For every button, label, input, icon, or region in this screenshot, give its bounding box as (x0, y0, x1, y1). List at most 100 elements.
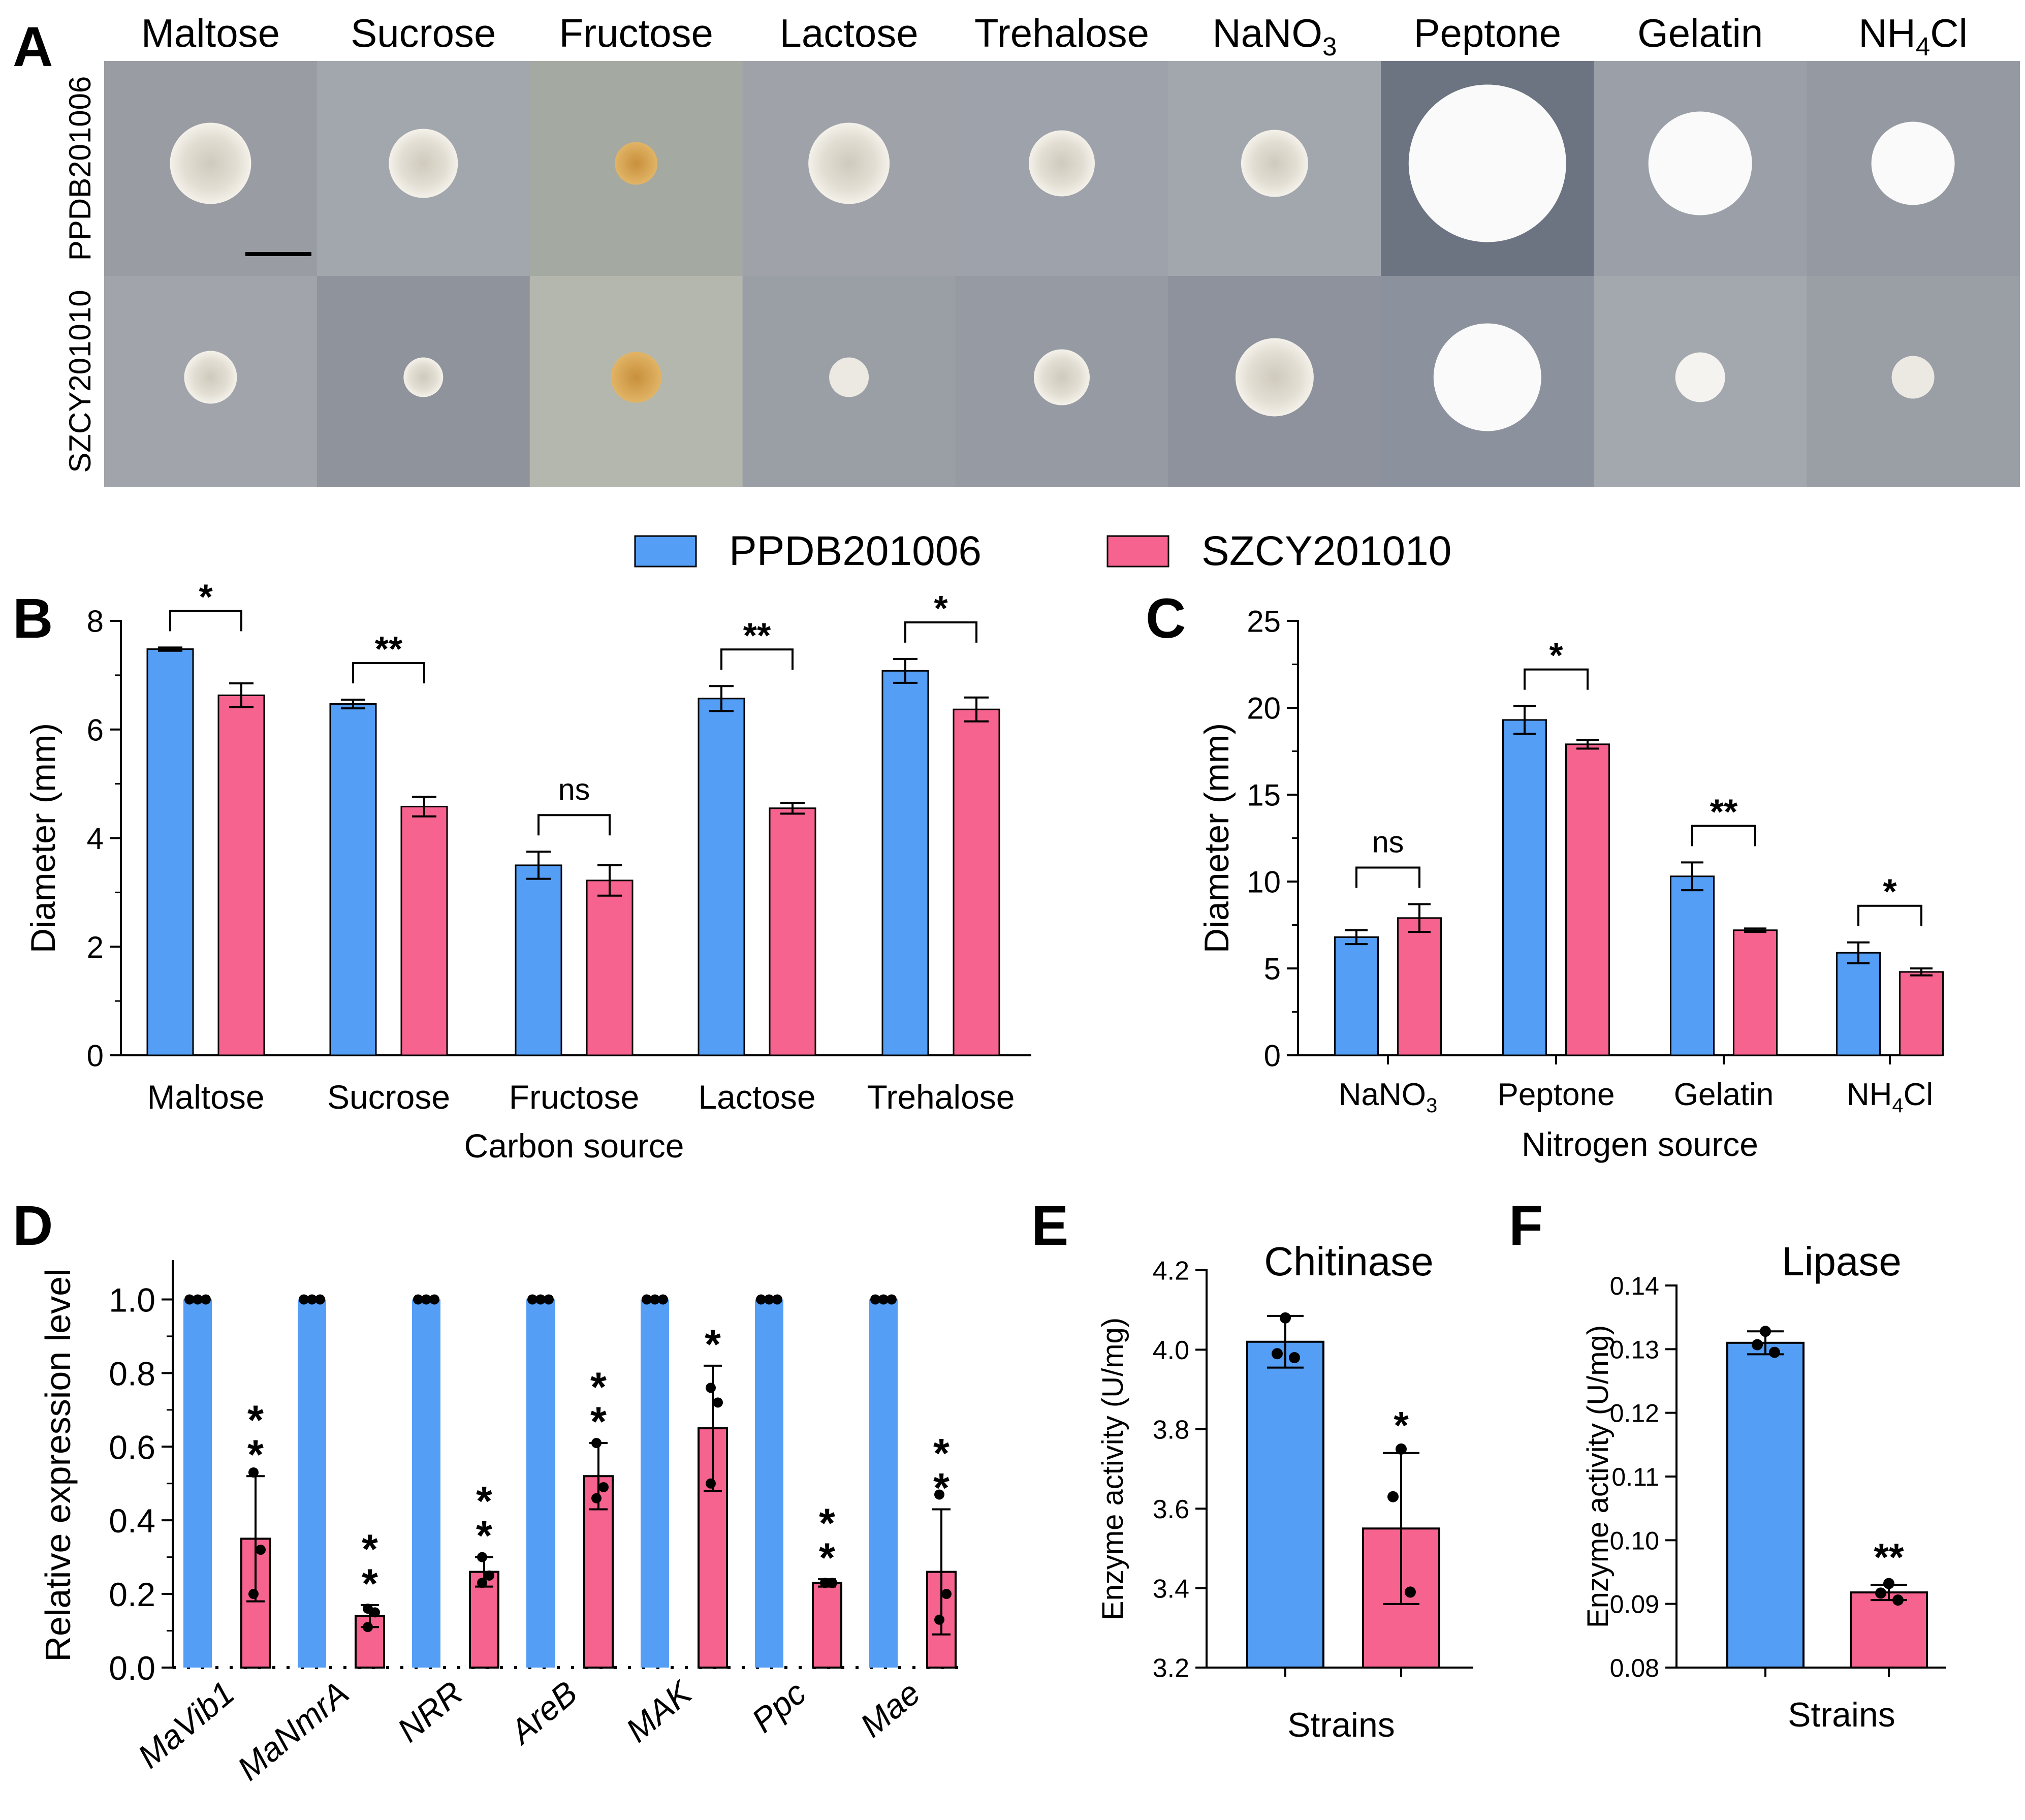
y-tick-label: 4.0 (1153, 1336, 1189, 1365)
bar (146, 648, 194, 1056)
significance-star: * (476, 1479, 492, 1525)
bar (1397, 917, 1442, 1056)
plate-column-label: Peptone (1413, 11, 1561, 55)
data-point (591, 1493, 602, 1503)
bar (641, 1299, 669, 1668)
data-point (1405, 1586, 1416, 1598)
significance-star: * (247, 1432, 264, 1478)
colony (1029, 130, 1095, 197)
x-tick-label: MaNmrA (230, 1674, 356, 1787)
colony (1433, 323, 1541, 431)
significance-star: * (247, 1397, 264, 1444)
plate-column-label: Gelatin (1637, 11, 1763, 55)
significance-bracket (720, 648, 794, 670)
y-tick-label: 0 (87, 1039, 104, 1073)
data-point (1875, 1587, 1886, 1599)
data-point (477, 1552, 487, 1562)
significance-star: * (476, 1513, 492, 1559)
data-point (413, 1294, 423, 1305)
data-point (598, 1482, 609, 1492)
colony (1235, 338, 1314, 417)
bar (400, 806, 448, 1056)
data-point (713, 1397, 723, 1408)
y-tick-label: 0.10 (1610, 1526, 1659, 1555)
data-point (1387, 1491, 1399, 1502)
panel-label-f: F (1509, 1195, 1543, 1257)
plate-column-label: Sucrose (351, 11, 496, 55)
bar (881, 670, 929, 1056)
bar (526, 1299, 555, 1668)
significance-label: ** (1874, 1536, 1904, 1579)
data-point (658, 1294, 668, 1305)
colony (1891, 356, 1935, 399)
x-axis-label: Strains (1788, 1696, 1895, 1734)
x-tick-label: Gelatin (1674, 1077, 1774, 1112)
colony (1871, 121, 1955, 205)
y-tick-label: 0.2 (109, 1576, 155, 1613)
y-tick-label: 3.8 (1153, 1416, 1189, 1445)
data-point (184, 1294, 195, 1305)
bar (769, 807, 816, 1056)
data-point (1769, 1346, 1780, 1358)
legend-swatch-ppdb201006 (634, 535, 697, 568)
y-tick-label: 4.2 (1153, 1257, 1189, 1286)
panel-a-headers: Maltose Sucrose Fructose Lactose Trehalose Na… (141, 11, 1968, 61)
panel-c: C 0 5 10 15 20 25 Diameter (mm) Nitrogen source… (1146, 587, 1944, 1163)
y-tick-label: 0.11 (1611, 1463, 1659, 1491)
y-tick-label: 5 (1264, 952, 1281, 986)
colony (403, 357, 444, 397)
plate-column-label: Fructose (559, 11, 713, 55)
legend-label-szcy201010: SZCY201010 (1201, 528, 1451, 574)
plate-column-label: NaNO3 (1212, 11, 1337, 61)
bar (329, 703, 377, 1056)
data-point (363, 1622, 373, 1633)
panel-label-c: C (1146, 587, 1186, 650)
significance-star: * (819, 1500, 835, 1547)
plate-row-label: SZCY201010 (63, 290, 97, 473)
significance-star: * (590, 1364, 607, 1410)
x-tick-label: Maltose (147, 1078, 264, 1116)
bar (1246, 1340, 1324, 1669)
data-point (307, 1294, 317, 1305)
y-axis-label: Diameter (mm) (1197, 723, 1236, 953)
significance-label: * (1394, 1404, 1409, 1448)
y-tick-label: 3.4 (1153, 1574, 1189, 1604)
data-point (1892, 1594, 1904, 1606)
bar (1836, 952, 1881, 1056)
panel-a: A Maltose Sucrose Fructose Lactose Trehalose… (13, 11, 2020, 487)
data-point (706, 1383, 716, 1393)
significance-bracket (352, 662, 425, 683)
data-point (820, 1578, 830, 1588)
data-point (248, 1467, 259, 1478)
data-point (421, 1294, 431, 1305)
x-tick-label: AreB (501, 1674, 584, 1752)
bar (1334, 936, 1379, 1056)
significance-label: ** (743, 615, 771, 655)
y-tick-label: 10 (1247, 865, 1281, 899)
legend: PPDB201006 SZCY201010 (634, 528, 1451, 574)
legend-label-ppdb201006: PPDB201006 (729, 528, 982, 574)
significance-label: * (199, 577, 213, 616)
bar (869, 1299, 898, 1668)
y-axis-label: Diameter (mm) (24, 723, 62, 953)
legend-swatch-szcy201010 (1106, 535, 1169, 568)
x-tick-label: Fructose (509, 1078, 640, 1116)
significance-star: * (705, 1322, 721, 1368)
significance-label: * (1549, 636, 1563, 675)
data-point (256, 1545, 266, 1555)
colony (1648, 111, 1752, 215)
data-point (544, 1294, 554, 1305)
y-tick-label: 25 (1247, 605, 1281, 639)
colony (1241, 130, 1308, 197)
x-tick-label: MAK (619, 1673, 700, 1749)
data-point (878, 1294, 889, 1305)
x-tick-label: Sucrose (327, 1078, 450, 1116)
significance-bracket (1355, 866, 1420, 888)
significance-bracket (904, 621, 977, 643)
data-point (299, 1294, 309, 1305)
data-point (1289, 1352, 1300, 1364)
y-tick-label: 0.08 (1610, 1654, 1659, 1682)
colony (1408, 84, 1566, 242)
panel-label-b: B (13, 587, 53, 650)
